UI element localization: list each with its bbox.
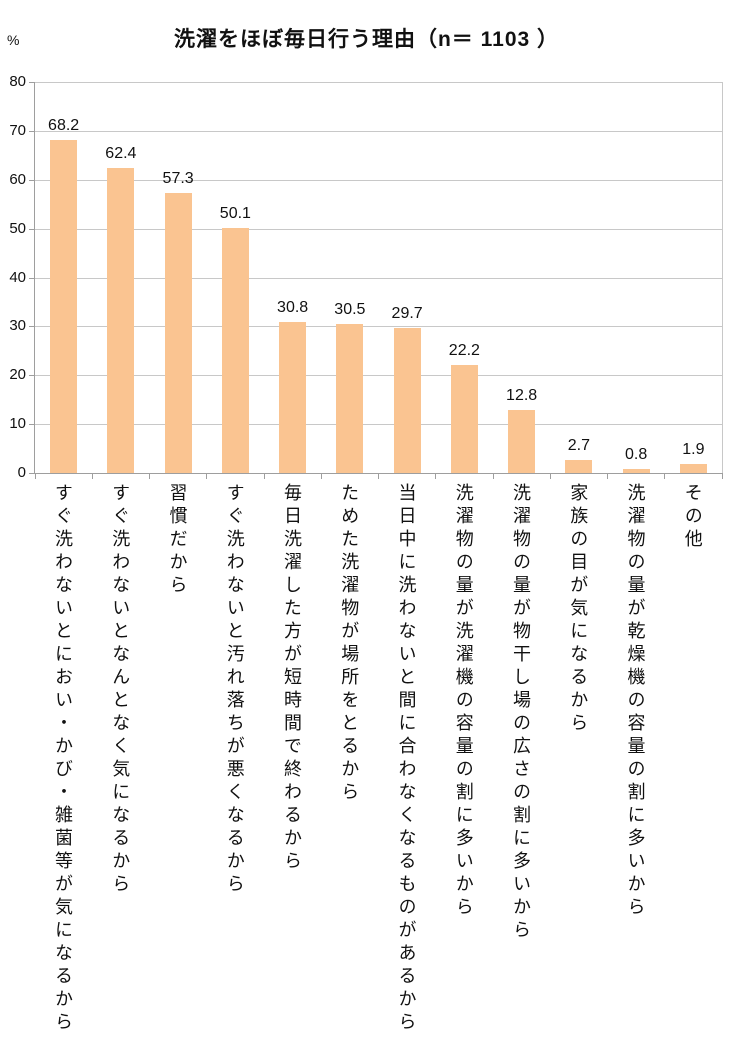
category-label-text: 当日中に洗わないと間に合わなくなるものがあるから <box>396 483 417 1035</box>
x-axis-tick <box>492 473 494 479</box>
gridline <box>35 228 722 230</box>
y-axis-unit-label: % <box>7 32 20 48</box>
y-tick-label: 30 <box>9 317 26 335</box>
category-label: すぐ洗わないとなんとなく気になるから <box>91 483 148 1060</box>
plot-area: 68.2 62.4 57.3 50.1 30.8 30.5 29.7 22.2 12.8 2.7 0… <box>29 82 723 479</box>
x-axis-tick <box>91 473 93 479</box>
category-label-text: 洗濯物の量が洗濯機の容量の割に多いから <box>453 483 474 920</box>
y-tick-label: 60 <box>9 170 26 188</box>
y-tick-label: 0 <box>17 464 26 481</box>
bar-value-label: 30.8 <box>277 299 309 317</box>
gridline <box>35 326 722 328</box>
x-axis-tick <box>320 473 322 479</box>
bar <box>164 192 192 473</box>
bar-value-label: 50.1 <box>219 205 251 223</box>
chart-title: 洗濯をほぼ毎日行う理由（n＝ 1103 ） <box>173 28 560 51</box>
category-label: 当日中に洗わないと間に合わなくなるものがあるから <box>378 483 435 1060</box>
bar <box>107 168 135 473</box>
bar <box>393 327 421 473</box>
y-tick-label: 10 <box>9 415 26 433</box>
y-tick-label: 50 <box>9 219 26 237</box>
x-axis-tick <box>149 473 150 479</box>
bar <box>279 322 307 473</box>
x-axis-tick <box>607 473 608 479</box>
x-axis-tick <box>378 473 379 479</box>
category-label: その他 <box>664 483 721 1060</box>
y-tick-label: 80 <box>9 73 26 90</box>
bar-value-label: 0.8 <box>625 446 648 464</box>
bar <box>679 463 707 473</box>
bar-value-label: 1.9 <box>682 440 705 458</box>
gridline <box>35 424 722 426</box>
gridline <box>35 179 722 181</box>
bar-value-label: 22.2 <box>448 341 480 359</box>
gridline <box>35 82 722 83</box>
category-label-text: すぐ洗わないとなんとなく気になるから <box>110 483 131 897</box>
y-axis: 0 10 20 30 40 50 60 70 80 <box>0 73 26 481</box>
bar <box>508 410 536 473</box>
y-axis-tick <box>29 179 35 181</box>
bar <box>50 139 78 473</box>
bar-value-label: 30.5 <box>334 300 366 318</box>
y-tick-label: 70 <box>9 121 26 139</box>
category-label-text: すぐ洗わないとにおい・かび・雑菌等が気になるから <box>52 483 73 1035</box>
bar-value-label: 12.8 <box>506 387 538 405</box>
bar <box>622 469 650 473</box>
category-label-text: すぐ洗わないと汚れ落ちが悪くなるから <box>224 483 245 897</box>
category-label: すぐ洗わないと汚れ落ちが悪くなるから <box>206 483 263 1060</box>
category-label-text: 習慣だから <box>167 483 188 598</box>
x-axis-tick <box>664 473 666 479</box>
y-tick-label: 20 <box>9 366 26 384</box>
bar-value-label: 2.7 <box>567 436 590 454</box>
category-label: 洗濯物の量が乾燥機の容量の割に多いから <box>607 483 664 1060</box>
category-label-text: その他 <box>682 483 703 552</box>
bar-value-label: 57.3 <box>162 169 194 187</box>
x-axis-tick <box>263 473 265 479</box>
category-label: 家族の目が気になるから <box>549 483 606 1060</box>
y-axis-tick <box>29 228 35 230</box>
y-tick-label: 40 <box>9 268 26 286</box>
y-axis-tick <box>29 473 35 474</box>
y-axis-tick <box>29 424 35 426</box>
category-label: 洗濯物の量が物干し場の広さの割に多いから <box>492 483 549 1060</box>
x-axis-tick <box>435 473 437 479</box>
x-axis-tick <box>721 473 723 479</box>
category-label: ためた洗濯物が場所をとるから <box>320 483 377 1060</box>
gridline <box>35 375 722 377</box>
bar-value-label: 29.7 <box>391 304 423 322</box>
bar <box>221 228 249 473</box>
bar <box>565 459 593 473</box>
category-label-text: 毎日洗濯した方が短時間で終わるから <box>281 483 302 874</box>
category-label: 習慣だから <box>149 483 206 1060</box>
y-axis-tick <box>29 82 35 83</box>
category-label: 毎日洗濯した方が短時間で終わるから <box>263 483 320 1060</box>
category-label-text: 洗濯物の量が物干し場の広さの割に多いから <box>510 483 531 943</box>
x-axis-tick <box>549 473 551 479</box>
category-label: すぐ洗わないとにおい・かび・雑菌等が気になるから <box>34 483 91 1060</box>
gridline <box>35 130 722 132</box>
category-label: 洗濯物の量が洗濯機の容量の割に多いから <box>435 483 492 1060</box>
bar <box>336 323 364 473</box>
bar <box>450 364 478 473</box>
category-label-text: 家族の目が気になるから <box>568 483 589 736</box>
category-label-text: 洗濯物の量が乾燥機の容量の割に多いから <box>625 483 646 920</box>
y-axis-tick <box>29 326 35 328</box>
category-label-text: ためた洗濯物が場所をとるから <box>339 483 360 805</box>
x-axis-tick <box>34 473 36 479</box>
x-axis-category-labels: すぐ洗わないとにおい・かび・雑菌等が気になるから すぐ洗わないとなんとなく気になる… <box>34 483 721 1060</box>
bar-value-label: 62.4 <box>105 145 137 163</box>
bar-value-label: 68.2 <box>48 116 80 134</box>
y-axis-tick <box>29 375 35 377</box>
y-axis-tick <box>29 277 35 279</box>
y-axis-tick <box>29 130 35 132</box>
x-axis-tick <box>206 473 208 479</box>
gridline <box>35 277 722 279</box>
